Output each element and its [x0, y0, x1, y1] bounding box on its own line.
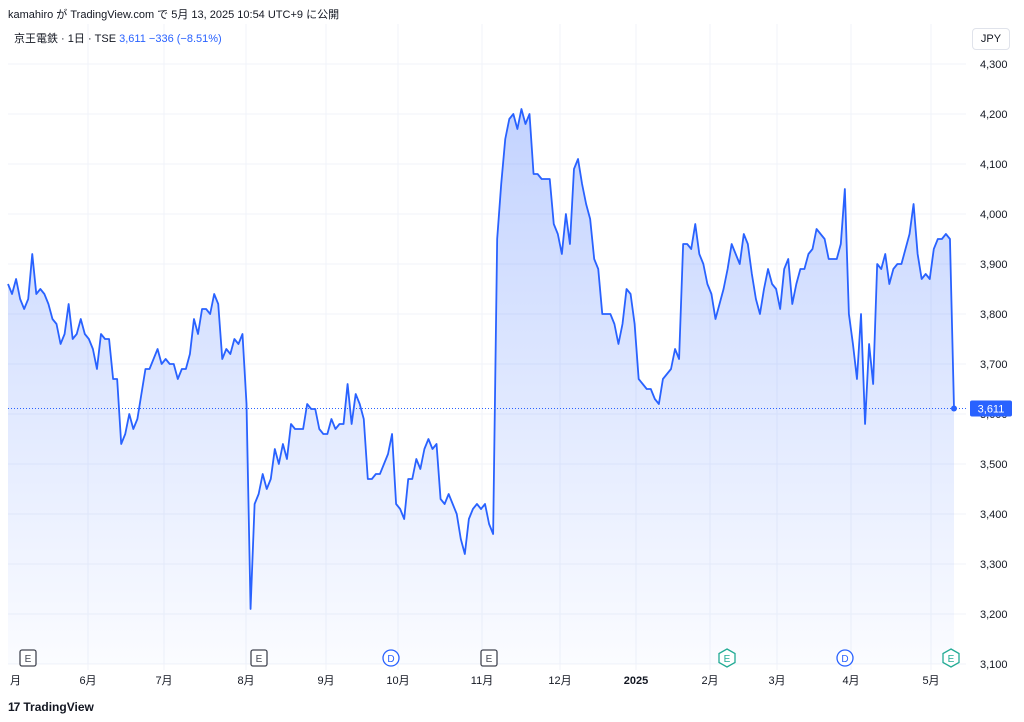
x-tick-label: 12月 [548, 675, 571, 687]
y-tick-label: 4,100 [980, 159, 1008, 171]
price-area-fill [8, 109, 954, 664]
price-line [7, 108, 955, 610]
x-tick-label: 月 [10, 675, 21, 687]
y-tick-label: 3,500 [980, 459, 1008, 471]
x-tick-label: 3月 [768, 675, 785, 687]
earnings-marker-label: E [724, 654, 731, 665]
earnings-marker-label: E [25, 654, 32, 665]
last-price-tag [970, 400, 1012, 417]
tradingview-logo-icon: 17 [8, 700, 20, 714]
dividend-marker-label: D [387, 654, 394, 665]
y-tick-label: 3,100 [980, 659, 1008, 671]
dividend-marker[interactable]: D [382, 649, 400, 667]
dividend-circle [836, 649, 854, 667]
tradingview-branding[interactable]: 17 TradingView [8, 700, 94, 714]
brand-name: TradingView [23, 700, 94, 714]
earnings-badge [718, 648, 736, 668]
y-tick-label: 4,000 [980, 209, 1008, 221]
x-tick-label: 8月 [237, 675, 254, 687]
earnings-badge [19, 649, 37, 667]
dividend-marker-label: D [841, 654, 848, 665]
publisher-line: kamahiro が TradingView.com で 5月 13, 2025… [8, 9, 340, 21]
y-tick-label: 3,400 [980, 509, 1008, 521]
y-tick-label: 4,300 [980, 59, 1008, 71]
y-tick-label: 3,300 [980, 559, 1008, 571]
y-tick-label: 3,800 [980, 309, 1008, 321]
y-tick-label: 3,900 [980, 259, 1008, 271]
last-price-dot [951, 405, 957, 412]
last-price-tag-label: 3,611 [978, 404, 1005, 416]
earnings-marker-label: E [948, 654, 955, 665]
x-tick-label: 2025 [624, 675, 648, 687]
price-change: −336 (−8.51%) [148, 33, 222, 45]
earnings-marker-label: E [256, 654, 263, 665]
x-tick-label: 9月 [317, 675, 334, 687]
x-tick-label: 2月 [701, 675, 718, 687]
y-tick-label: 3,200 [980, 609, 1008, 621]
symbol-info: 京王電鉄 · 1日 · TSE 3,611 −336 (−8.51%) [14, 30, 222, 46]
x-tick-label: 4月 [842, 675, 859, 687]
x-tick-label: 11月 [471, 675, 493, 687]
y-tick-label: 3,700 [980, 359, 1008, 371]
earnings-marker[interactable]: E [942, 648, 960, 668]
y-tick-label: 4,200 [980, 109, 1008, 121]
x-tick-label: 5月 [922, 675, 939, 687]
currency-button[interactable]: JPY [972, 28, 1010, 50]
earnings-marker-label: E [486, 654, 493, 665]
earnings-marker[interactable]: E [718, 648, 736, 668]
x-tick-label: 7月 [155, 675, 172, 687]
earnings-badge [942, 648, 960, 668]
earnings-badge [480, 649, 498, 667]
dividend-marker[interactable]: D [836, 649, 854, 667]
earnings-marker[interactable]: E [250, 649, 268, 667]
dividend-circle [382, 649, 400, 667]
earnings-marker[interactable]: E [480, 649, 498, 667]
earnings-badge [250, 649, 268, 667]
x-tick-label: 6月 [79, 675, 96, 687]
last-price: 3,611 [119, 33, 146, 45]
earnings-marker[interactable]: E [19, 649, 37, 667]
symbol-name: 京王電鉄 · 1日 · TSE [14, 33, 117, 45]
x-tick-label: 10月 [386, 675, 409, 687]
